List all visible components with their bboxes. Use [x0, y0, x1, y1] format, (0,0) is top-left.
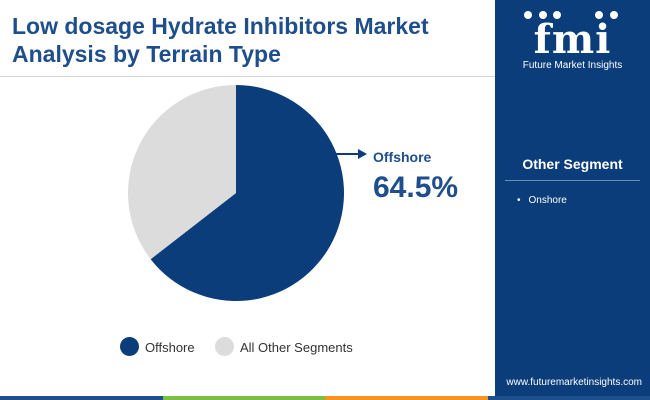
footer-color-bar: [0, 396, 650, 400]
callout-label: Offshore: [373, 149, 432, 165]
color-bar-segment: [325, 396, 488, 400]
other-segment-list: • Onshore: [517, 194, 567, 208]
title-line-2: Analysis by Terrain Type: [12, 41, 281, 67]
brand-name: Future Market Insights: [522, 60, 623, 71]
other-segment-item: • Onshore: [517, 194, 567, 208]
pie-slice-all-other-segments: [127, 85, 236, 260]
legend-swatch: [120, 337, 139, 356]
title-line-1: Low dosage Hydrate Inhibitors Market: [12, 13, 429, 39]
other-segment-item-label: Onshore: [528, 195, 567, 206]
pie-slice-offshore: [150, 85, 344, 301]
logo-letters: fmi: [533, 16, 612, 63]
callout-arrow: [331, 149, 367, 159]
website-url: www.futuremarketinsights.com: [506, 377, 642, 388]
page-title: Low dosage Hydrate Inhibitors Market Ana…: [12, 12, 492, 68]
chart-panel: Low dosage Hydrate Inhibitors Market Ana…: [0, 12, 495, 356]
other-segment-title: Other Segment: [522, 156, 623, 172]
legend-label: Offshore: [145, 340, 195, 355]
other-segment-divider: [505, 180, 640, 181]
legend-swatch: [215, 337, 234, 356]
legend-label: All Other Segments: [240, 340, 353, 355]
title-divider: [0, 76, 495, 77]
color-bar-segment: [0, 396, 163, 400]
bullet-icon: •: [517, 195, 521, 206]
pie-slices: [127, 85, 344, 301]
pie-chart: [127, 85, 367, 301]
color-bar-segment: [162, 396, 325, 400]
brand-side-panel: fmi Future Market Insights Other Segment…: [495, 0, 650, 396]
logo-icons: [524, 11, 618, 19]
color-bar-segment: [487, 396, 650, 400]
callout-value: 64.5%: [373, 171, 459, 204]
brand-logo: fmi Future Market Insights: [495, 8, 650, 78]
